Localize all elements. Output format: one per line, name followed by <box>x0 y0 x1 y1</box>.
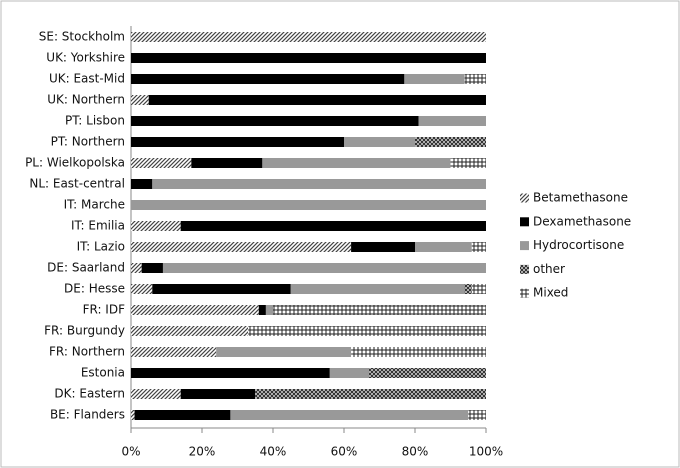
bar-segment <box>131 242 352 252</box>
bar-segment <box>162 263 486 273</box>
legend-label: other <box>533 262 565 276</box>
x-tick-label: 60% <box>331 445 358 459</box>
bar-segment <box>230 410 469 420</box>
y-tick-label: DE: Hesse <box>64 282 125 296</box>
legend-label: Betamethasone <box>533 191 628 205</box>
legend-swatch <box>520 241 529 251</box>
y-tick-label: IT: Emilia <box>71 219 125 233</box>
bar-segment <box>344 137 415 147</box>
bar-segment <box>351 242 415 252</box>
bar-segment <box>141 263 163 273</box>
bar-segment <box>255 389 486 399</box>
bar-segment <box>180 221 486 231</box>
bar-segment <box>329 368 369 378</box>
bar-segment <box>131 347 217 357</box>
bar-segment <box>148 95 486 105</box>
x-tick-label: 40% <box>260 445 287 459</box>
x-tick-label: 0% <box>121 445 140 459</box>
legend-label: Hydrocortisone <box>533 238 624 252</box>
y-tick-label: PT: Lisbon <box>65 114 125 128</box>
legend-label: Dexamethasone <box>533 214 631 228</box>
bar-segment <box>415 137 486 147</box>
bar-segment <box>152 179 487 189</box>
y-tick-label: NL: East-central <box>29 177 125 191</box>
x-tick-label: 20% <box>189 445 216 459</box>
bar-segment <box>131 263 142 273</box>
y-tick-label: PL: Wielkopolska <box>25 156 125 170</box>
bar-segment <box>131 32 486 42</box>
bar-segment <box>131 389 181 399</box>
bar-segment <box>131 158 192 168</box>
bar-segment <box>468 410 486 420</box>
y-tick-label: UK: Yorkshire <box>46 51 125 65</box>
y-tick-label: DK: Eastern <box>54 387 125 401</box>
bar-segment <box>131 305 259 315</box>
legend-swatch <box>520 193 529 203</box>
bar-segment <box>464 284 472 294</box>
bar-segment <box>131 74 405 84</box>
y-tick-label: UK: East-Mid <box>49 72 125 86</box>
bar-segment <box>368 368 486 378</box>
bar-segment <box>351 347 486 357</box>
bar-segment <box>273 305 486 315</box>
bar-segment <box>258 305 266 315</box>
bar-segment <box>131 410 135 420</box>
bar-segment <box>131 179 153 189</box>
y-tick-label: Estonia <box>81 366 125 380</box>
bar-segment <box>131 200 486 210</box>
y-tick-label: IT: Lazio <box>77 240 125 254</box>
legend-swatch <box>520 264 529 274</box>
bar-segment <box>152 284 291 294</box>
bar-segment <box>471 242 486 252</box>
bar-segment <box>450 158 486 168</box>
legend-label: Mixed <box>533 286 568 300</box>
bar-segment <box>131 284 153 294</box>
bar-segment <box>131 137 344 147</box>
y-tick-label: IT: Marche <box>64 198 125 212</box>
bar-segment <box>290 284 465 294</box>
bar-segment <box>248 326 486 336</box>
bar-segment <box>265 305 273 315</box>
bar-segment <box>131 326 249 336</box>
bar-segment <box>180 389 256 399</box>
y-tick-label: FR: IDF <box>83 303 126 317</box>
y-tick-label: FR: Burgundy <box>44 324 125 338</box>
bar-segment <box>418 116 486 126</box>
bar-segment <box>131 53 486 63</box>
legend-swatch <box>520 217 529 227</box>
bar-segment <box>131 116 419 126</box>
bar-segment <box>404 74 465 84</box>
y-tick-label: BE: Flanders <box>50 408 125 422</box>
x-tick-label: 100% <box>469 445 503 459</box>
bar-segment <box>134 410 231 420</box>
bar-segment <box>131 95 149 105</box>
bar-segment <box>415 242 472 252</box>
y-tick-label: FR: Northern <box>49 345 125 359</box>
bar-segment <box>262 158 451 168</box>
y-tick-label: DE: Saarland <box>47 261 125 275</box>
bar-segment <box>471 284 486 294</box>
y-tick-label: SE: Stockholm <box>39 30 125 44</box>
bar-segment <box>191 158 263 168</box>
y-tick-label: PT: Northern <box>51 135 125 149</box>
legend-swatch <box>520 288 529 298</box>
bar-segment <box>131 221 181 231</box>
y-tick-label: UK: Northern <box>47 93 125 107</box>
bar-segment <box>131 368 330 378</box>
bar-segment <box>464 74 486 84</box>
x-tick-label: 80% <box>402 445 429 459</box>
bar-segment <box>216 347 352 357</box>
